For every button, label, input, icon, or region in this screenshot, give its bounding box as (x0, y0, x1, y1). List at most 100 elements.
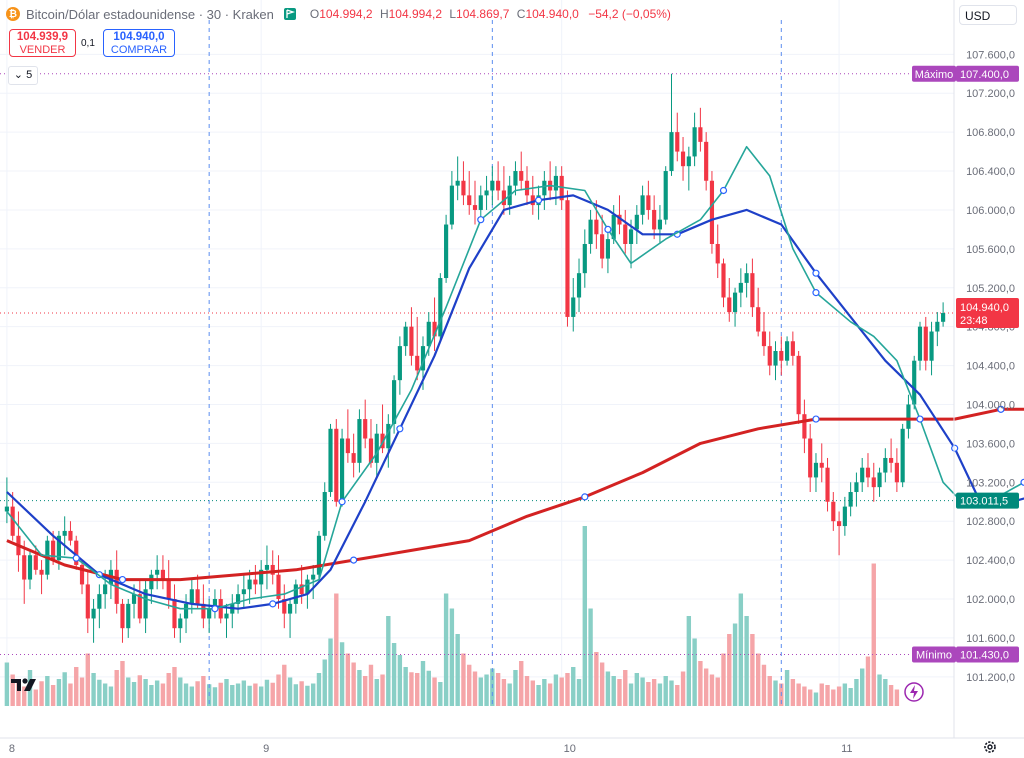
volume-bar (374, 679, 379, 706)
candle-body (207, 608, 212, 619)
ma-fast-line-marker (604, 225, 612, 233)
candle-body (513, 171, 518, 186)
max-price-label-text: 107.400,0 (960, 69, 1009, 81)
candle-body (455, 180, 460, 186)
last-price-label-text: 104.940,0 (960, 302, 1009, 314)
time-tick-label: 8 (9, 743, 15, 755)
gear-icon[interactable] (983, 740, 997, 754)
volume-bar (698, 661, 703, 706)
volume-bar (732, 623, 738, 706)
candle-body (709, 180, 715, 244)
candle-body (299, 584, 304, 595)
volume-bar (703, 668, 709, 706)
volume-bar (617, 679, 622, 706)
candle-body (438, 278, 443, 337)
volume-bar (836, 686, 842, 706)
volume-bar (860, 668, 865, 706)
candle-body (877, 472, 882, 488)
candlesticks (4, 73, 946, 643)
candle-body (351, 453, 356, 463)
ma-fast-line-marker (719, 186, 728, 195)
volume-bar (553, 674, 559, 706)
candle-body (519, 171, 524, 181)
volume-bar (831, 689, 836, 706)
volume-bar (282, 664, 287, 706)
candle-body (842, 506, 847, 527)
candle-body (397, 346, 402, 381)
volume-bar (258, 686, 264, 706)
candle-body (426, 321, 431, 347)
max-price-tag-bg (912, 65, 956, 82)
candle-body (565, 200, 570, 317)
volume-bar (4, 662, 10, 706)
volume-bar (149, 685, 154, 706)
volume-bar (287, 677, 293, 706)
candle-body (68, 530, 73, 541)
time-tick-label: 9 (263, 743, 269, 755)
volume-bars (4, 526, 900, 706)
price-tick-label: 105.200,0 (966, 283, 1015, 295)
volume-bar (415, 673, 420, 706)
price-tick-label: 102.000,0 (966, 594, 1015, 606)
candle-body (235, 594, 241, 604)
candle-body (790, 341, 795, 356)
volume-bar (74, 667, 79, 706)
candle-body (478, 195, 483, 210)
candle-body (415, 355, 420, 371)
candle-body (287, 603, 293, 614)
candle-body (796, 355, 801, 415)
close-key: C (516, 7, 526, 21)
volume-bar (39, 681, 44, 706)
volume-bar (276, 674, 281, 706)
buy-button[interactable]: 104.940,0 COMPRAR (103, 29, 175, 57)
candle-body (183, 603, 189, 619)
volume-bar (334, 593, 339, 706)
candle-body (444, 224, 449, 279)
volume-bar (45, 676, 50, 706)
volume-bar (721, 653, 726, 706)
sell-button[interactable]: 104.939,9 VENDER (9, 29, 76, 57)
ma-fast-line-marker (211, 605, 219, 613)
candle-body (380, 433, 385, 449)
volume-bar (137, 675, 143, 706)
candle-body (137, 594, 142, 619)
candle-body (542, 180, 547, 196)
symbol-title[interactable]: Bitcoin/Dólar estadounidense · 30 · Krak… (26, 6, 274, 22)
currency-selector[interactable]: USD (959, 5, 1017, 25)
indicators-toggle[interactable]: ⌄ 5 (8, 66, 38, 85)
price-tick-label: 103.200,0 (966, 477, 1015, 489)
candle-body (732, 292, 738, 313)
volume-bar (143, 679, 148, 706)
volume-bar (784, 670, 790, 706)
candle-body (611, 214, 616, 240)
volume-bar (316, 673, 322, 706)
candle-body (576, 273, 582, 298)
volume-bar (744, 616, 749, 706)
volume-bar (114, 670, 119, 706)
volume-bar (310, 683, 316, 706)
volume-bar (449, 608, 455, 706)
volume-bar (582, 526, 587, 706)
volume-bar (50, 685, 56, 706)
candle-body (56, 535, 61, 561)
tradingview-logo-icon (11, 678, 36, 691)
volume-bar (559, 677, 564, 706)
volume-bar (339, 642, 345, 706)
candle-body (403, 326, 408, 347)
candle-body (166, 579, 171, 600)
time-axis: 89101112 (0, 737, 1024, 755)
candle-body (328, 428, 333, 493)
candle-body (779, 350, 784, 361)
candle-body (883, 457, 888, 473)
last-price-label-countdown: 23:48 (960, 315, 988, 327)
volume-bar (467, 664, 472, 706)
chart-header: ₿ Bitcoin/Dólar estadounidense · 30 · Kr… (6, 5, 671, 23)
volume-bar (131, 682, 137, 706)
candle-body (941, 313, 946, 322)
volume-bar (397, 655, 403, 706)
volume-bar (692, 638, 697, 706)
lightning-icon[interactable] (904, 682, 924, 702)
ma-slow-line-marker (812, 415, 820, 423)
volume-bar (438, 682, 443, 706)
